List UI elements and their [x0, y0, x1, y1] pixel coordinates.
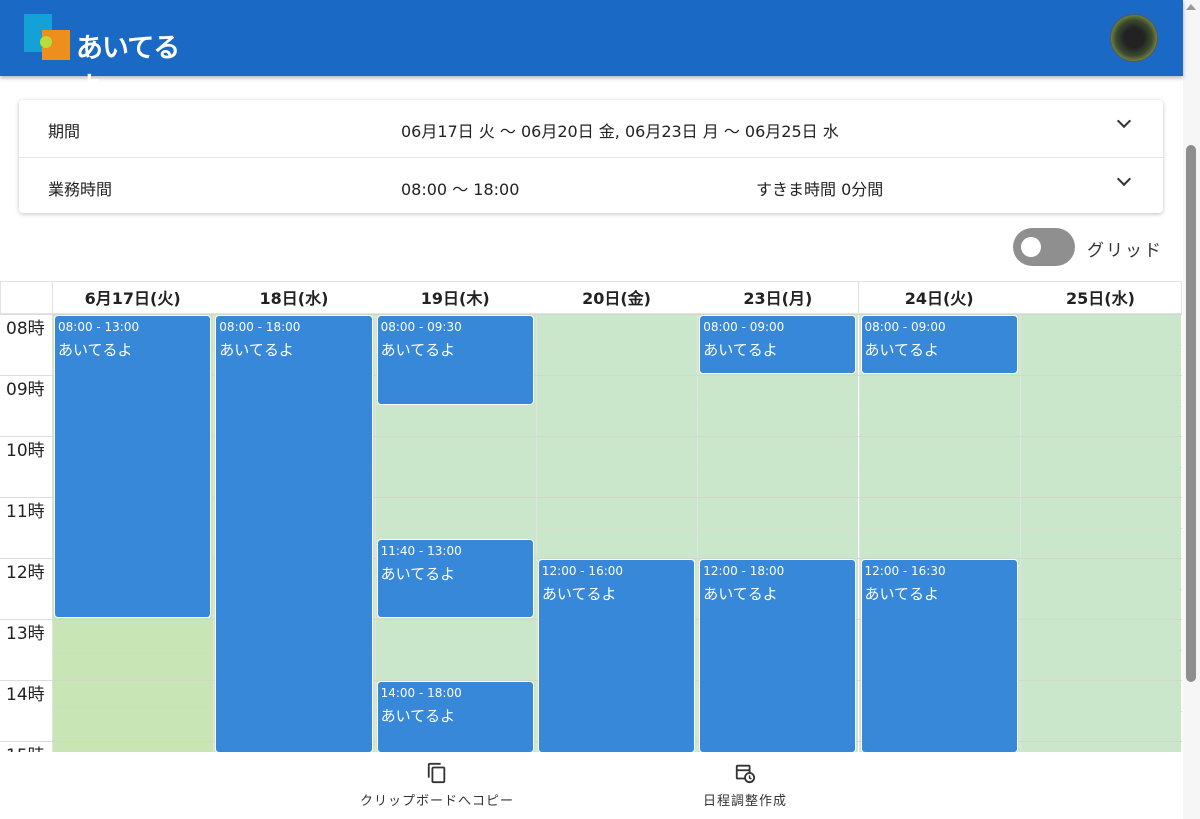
business-hours-label: 業務時間: [48, 180, 113, 199]
event-block[interactable]: 11:40 - 13:00 あいてるよ: [377, 539, 533, 617]
scrollbar[interactable]: [1183, 0, 1200, 819]
event-block[interactable]: 12:00 - 18:00 あいてるよ: [700, 560, 856, 752]
event-block[interactable]: 08:00 - 13:00 あいてるよ: [55, 316, 211, 617]
day-header[interactable]: 6月17日(火): [52, 281, 215, 314]
event-block[interactable]: 08:00 - 09:30 あいてるよ: [377, 316, 533, 404]
app-logo[interactable]: あいてるよ: [24, 14, 194, 103]
hour-label: 13時: [0, 619, 52, 680]
hour-gridline: [52, 375, 1182, 376]
hour-gridline: [52, 436, 1182, 437]
event-block[interactable]: 14:00 - 18:00 あいてるよ: [377, 682, 533, 752]
event-title: あいてるよ: [380, 341, 456, 359]
hour-gridline: [52, 497, 1182, 498]
hour-label: 11時: [0, 497, 52, 558]
event-title: あいてるよ: [864, 585, 940, 603]
calendar: 08時09時10時11時12時13時14時15時6月17日(火)08:00 - …: [0, 281, 1182, 752]
bottom-actions: クリップボードへコピー 日程調整作成: [0, 752, 1183, 819]
event-time: 12:00 - 16:00: [541, 564, 624, 578]
corner-header: [0, 281, 53, 314]
event-time: 08:00 - 18:00: [219, 320, 301, 334]
hour-label: 14時: [0, 680, 52, 741]
scroll-up-icon[interactable]: [1186, 4, 1196, 10]
gap-time-value: すきま時間 0分間: [756, 180, 884, 199]
event-time: 08:00 - 09:00: [864, 320, 946, 334]
event-block[interactable]: 08:00 - 09:00 あいてるよ: [700, 316, 856, 373]
event-title: あいてるよ: [541, 585, 617, 603]
hour-label: 12時: [0, 558, 52, 619]
half-hour-gridline: [52, 344, 1182, 346]
event-title: あいてるよ: [864, 341, 940, 359]
event-title: あいてるよ: [703, 341, 778, 359]
day-header[interactable]: 20日(金): [535, 281, 699, 314]
event-time: 08:00 - 09:00: [703, 320, 785, 334]
calendar-clock-icon: [734, 762, 756, 784]
event-block[interactable]: 08:00 - 18:00 あいてるよ: [216, 316, 372, 752]
half-hour-gridline: [52, 405, 1182, 407]
period-label: 期間: [48, 122, 81, 141]
create-schedule-button[interactable]: 日程調整作成: [690, 762, 800, 809]
day-header[interactable]: 18日(水): [213, 281, 376, 314]
hour-label: 15時: [0, 741, 52, 752]
hour-gridline: [52, 314, 1182, 315]
business-hours-row[interactable]: 業務時間 08:00 〜 18:00 すきま時間 0分間: [19, 157, 1163, 213]
event-time: 14:00 - 18:00: [380, 686, 462, 700]
period-row[interactable]: 期間 06月17日 火 〜 06月20日 金, 06月23日 月 〜 06月25…: [19, 100, 1163, 156]
event-time: 11:40 - 13:00: [380, 543, 462, 558]
avatar[interactable]: [1110, 14, 1158, 62]
business-hours-value: 08:00 〜 18:00: [401, 180, 520, 199]
scrollbar-thumb[interactable]: [1186, 145, 1196, 682]
event-title: あいてるよ: [380, 564, 456, 583]
day-header[interactable]: 25日(水): [1019, 281, 1182, 314]
grid-toggle[interactable]: [1013, 228, 1075, 266]
half-hour-gridline: [52, 527, 1182, 529]
grid-toggle-label: グリッド: [1087, 241, 1163, 261]
event-block[interactable]: 12:00 - 16:30 あいてるよ: [861, 560, 1017, 752]
hour-label: 10時: [0, 436, 52, 497]
copy-icon: [426, 762, 448, 784]
hour-gridline: [52, 558, 1182, 559]
event-time: 08:00 - 09:30: [380, 320, 462, 334]
hour-label: 09時: [0, 375, 52, 436]
app-bar: あいてるよ: [0, 0, 1183, 103]
half-hour-gridline: [52, 466, 1182, 468]
hour-label: 08時: [0, 314, 52, 375]
chevron-down-icon[interactable]: [1116, 171, 1132, 187]
event-block[interactable]: 08:00 - 09:00 あいてるよ: [861, 316, 1017, 373]
smile-icon: [40, 36, 52, 48]
event-title: あいてるよ: [703, 585, 778, 603]
day-header[interactable]: 24日(火): [858, 281, 1021, 314]
event-time: 12:00 - 18:00: [703, 564, 785, 578]
copy-to-clipboard-button[interactable]: クリップボードへコピー: [352, 762, 522, 809]
event-title: あいてるよ: [58, 341, 133, 359]
event-title: あいてるよ: [219, 341, 294, 359]
event-time: 12:00 - 16:30: [864, 564, 946, 578]
event-time: 08:00 - 13:00: [58, 320, 140, 334]
day-column-background: [1019, 314, 1182, 752]
day-header[interactable]: 19日(木): [374, 281, 537, 314]
event-block[interactable]: 12:00 - 16:00 あいてるよ: [538, 560, 695, 752]
day-header[interactable]: 23日(月): [697, 281, 860, 314]
period-value: 06月17日 火 〜 06月20日 金, 06月23日 月 〜 06月25日 水: [401, 122, 839, 141]
filter-panel: 期間 06月17日 火 〜 06月20日 金, 06月23日 月 〜 06月25…: [19, 100, 1163, 213]
event-title: あいてるよ: [380, 707, 456, 725]
chevron-down-icon[interactable]: [1116, 113, 1132, 129]
